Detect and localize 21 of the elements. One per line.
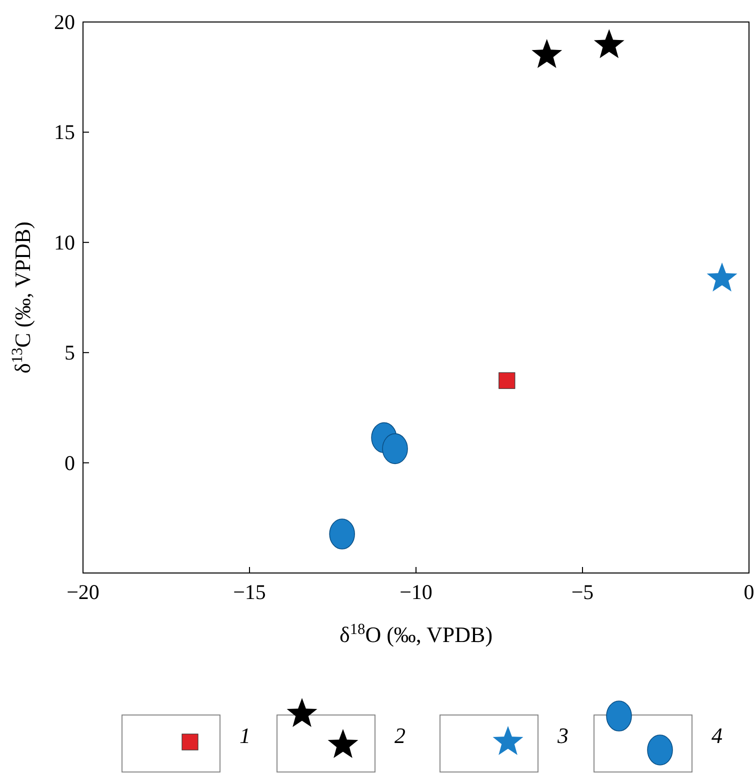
x-tick-label: −5 (571, 580, 594, 604)
x-tick-label: −15 (233, 580, 266, 604)
point (329, 518, 355, 550)
x-tick-label: −10 (400, 580, 432, 604)
x-axis-title: δ$^{18}$O (‰, VPDB) (339, 620, 493, 647)
x-tick-label: 0 (744, 580, 754, 604)
y-tick-label: 20 (54, 10, 75, 34)
point (706, 262, 738, 292)
legend-label: 1 (240, 723, 250, 748)
point (382, 433, 408, 464)
y-tick-label: 5 (64, 340, 75, 365)
point (498, 372, 516, 389)
legend-label: 2 (394, 723, 406, 748)
legend-label: 3 (556, 723, 568, 748)
y-tick-label: 0 (64, 450, 75, 475)
x-tick-label: −20 (66, 580, 100, 604)
legend-label: 4 (712, 723, 722, 748)
y-tick-label: 10 (54, 230, 75, 254)
y-tick-label: 15 (54, 120, 75, 144)
point (594, 29, 624, 58)
point (532, 39, 562, 68)
